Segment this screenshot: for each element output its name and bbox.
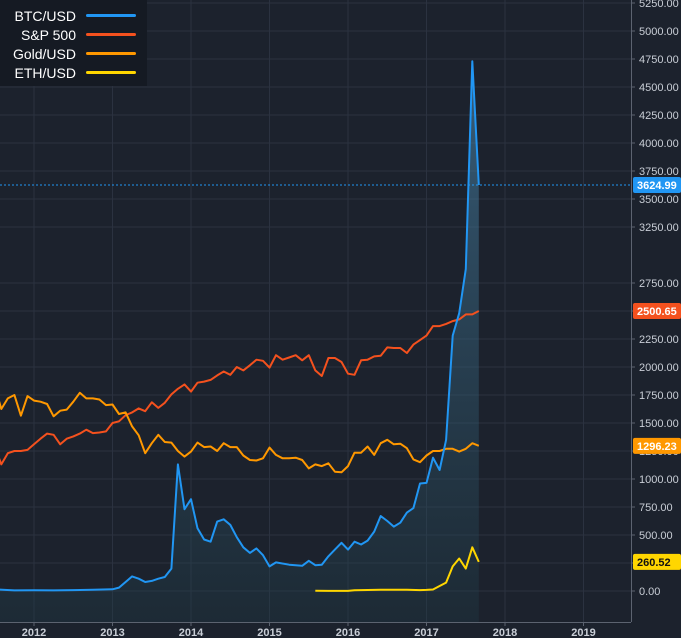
x-tick-label: 2012 — [22, 627, 46, 638]
y-tick-label: 3500.00 — [639, 194, 679, 206]
y-tick-label: 5250.00 — [639, 0, 679, 10]
x-tick-label: 2015 — [257, 627, 281, 638]
series-line-eth-usd[interactable] — [315, 546, 480, 592]
series-line-s-p-500[interactable] — [0, 310, 480, 466]
y-tick-label: 2250.00 — [639, 334, 679, 346]
y-tick-label: 0.00 — [639, 586, 660, 598]
last-value-badges: 3624.99 2500.65 1296.23 260.52 — [633, 177, 681, 570]
x-axis-ticks: 2012 2013 2014 2015 2016 2017 2018 2019 — [22, 622, 596, 638]
value-badge-label: 2500.65 — [637, 306, 677, 318]
series-group — [0, 60, 480, 622]
legend-label: S&P 500 — [20, 26, 76, 43]
legend-swatch — [86, 33, 136, 36]
y-tick-label: 2750.00 — [639, 278, 679, 290]
x-tick-label: 2016 — [336, 627, 360, 638]
y-tick-label: 4750.00 — [639, 54, 679, 66]
legend-item-sp500[interactable]: S&P 500 — [0, 25, 147, 44]
value-badge-label: 1296.23 — [637, 441, 677, 453]
value-badge-label: 260.52 — [637, 557, 671, 569]
y-tick-label: 4250.00 — [639, 110, 679, 122]
y-tick-label: 3250.00 — [639, 222, 679, 234]
y-tick-label: 1000.00 — [639, 474, 679, 486]
y-tick-label: 500.00 — [639, 530, 673, 542]
value-badge-label: 3624.99 — [637, 180, 677, 192]
y-tick-label: 750.00 — [639, 502, 673, 514]
legend-swatch — [86, 52, 136, 55]
series-area-btc-usd — [0, 61, 479, 622]
x-tick-label: 2017 — [414, 627, 438, 638]
value-badge — [633, 303, 681, 319]
legend-label: BTC/USD — [14, 7, 76, 24]
x-tick-label: 2019 — [571, 627, 595, 638]
y-tick-label: 2000.00 — [639, 362, 679, 374]
y-tick-label: 1500.00 — [639, 418, 679, 430]
y-tick-label: 5000.00 — [639, 26, 679, 38]
legend-swatch — [86, 14, 136, 17]
x-tick-label: 2013 — [100, 627, 124, 638]
y-tick-label: 4500.00 — [639, 82, 679, 94]
legend-swatch — [86, 71, 136, 74]
x-tick-label: 2014 — [179, 627, 204, 638]
legend-item-eth[interactable]: ETH/USD — [0, 63, 147, 82]
x-tick-label: 2018 — [493, 627, 517, 638]
legend-item-btc[interactable]: BTC/USD — [0, 6, 147, 25]
legend-label: ETH/USD — [14, 64, 76, 81]
chart-legend: BTC/USD S&P 500 Gold/USD ETH/USD — [0, 0, 147, 86]
y-tick-label: 4000.00 — [639, 138, 679, 150]
series-line-btc-usd[interactable] — [0, 60, 480, 592]
y-tick-label: 3750.00 — [639, 166, 679, 178]
value-badge — [633, 437, 681, 454]
legend-label: Gold/USD — [12, 45, 76, 62]
series-line-gold-usd[interactable] — [0, 386, 480, 474]
y-tick-label: 1750.00 — [639, 390, 679, 402]
legend-item-gold[interactable]: Gold/USD — [0, 44, 147, 63]
value-badge — [633, 553, 681, 570]
grid-lines — [0, 0, 631, 622]
value-badge — [633, 177, 681, 194]
